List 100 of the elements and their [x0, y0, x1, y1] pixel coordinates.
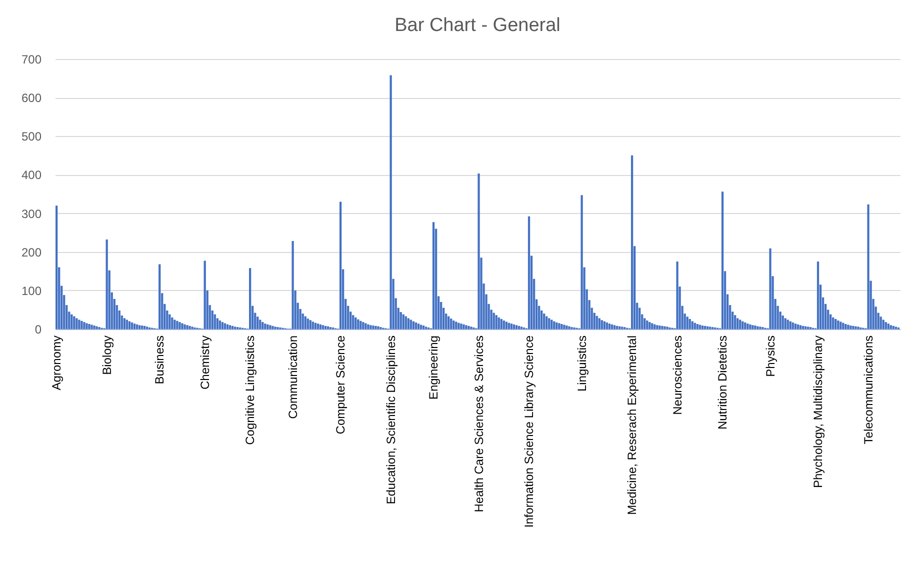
bar: [339, 202, 342, 329]
bar: [478, 174, 480, 329]
bar: [465, 325, 468, 329]
bar: [138, 325, 141, 329]
bar: [128, 321, 131, 329]
bar: [70, 314, 73, 329]
bar: [844, 324, 847, 329]
bar: [560, 324, 563, 329]
bar: [540, 310, 543, 329]
bar: [171, 317, 174, 329]
bar: [221, 322, 224, 329]
bar: [292, 241, 294, 329]
bar: [786, 320, 789, 329]
x-tick-label: Education, Scientific Disciplines: [384, 336, 398, 504]
y-tick-label: 400: [21, 168, 42, 182]
bar: [73, 316, 76, 329]
bar: [309, 320, 312, 329]
bar: [892, 326, 894, 329]
bar: [644, 318, 646, 329]
y-tick-label: 300: [21, 206, 42, 221]
bar: [460, 324, 462, 329]
bar: [498, 317, 500, 329]
bar: [249, 268, 252, 329]
bar: [880, 316, 882, 329]
bar: [322, 325, 324, 329]
bar: [550, 320, 553, 329]
bar: [796, 324, 799, 329]
bar: [505, 322, 508, 329]
bar: [568, 326, 570, 329]
y-tick-label: 600: [21, 91, 42, 106]
bar: [784, 318, 786, 329]
bar: [256, 316, 259, 329]
x-tick-label: Agronomy: [50, 336, 64, 390]
bar: [319, 324, 322, 329]
bar: [648, 322, 651, 329]
bar: [188, 326, 191, 329]
x-tick-label: Information Science Library Science: [522, 335, 536, 528]
bar: [840, 322, 842, 329]
bar: [510, 324, 512, 329]
bar: [400, 312, 402, 329]
bar: [88, 324, 90, 329]
bar: [610, 324, 614, 329]
bar: [181, 323, 184, 329]
bar: [228, 325, 232, 329]
bar: [566, 326, 568, 329]
bar: [432, 222, 435, 329]
bar: [374, 326, 377, 329]
bar: [158, 264, 161, 329]
bar: [390, 75, 392, 329]
bar: [468, 326, 470, 329]
bar: [746, 324, 749, 329]
bar: [266, 324, 269, 329]
bar: [80, 320, 83, 329]
bar: [143, 326, 146, 329]
y-tick-label: 100: [21, 284, 42, 298]
bar: [606, 322, 608, 329]
bar: [789, 321, 792, 329]
bar: [495, 315, 498, 329]
bar: [304, 316, 306, 329]
bar: [362, 322, 364, 329]
bar: [306, 318, 309, 329]
bar: [769, 248, 772, 329]
bar: [630, 155, 634, 329]
bar: [782, 316, 784, 329]
bar: [837, 320, 840, 329]
bar: [528, 216, 530, 329]
bar: [133, 324, 136, 329]
bar: [78, 320, 80, 329]
bar: [654, 324, 656, 329]
x-tick-label: Telecommunications: [861, 336, 876, 444]
bar: [734, 315, 736, 329]
bar: [404, 316, 407, 329]
bar: [452, 320, 455, 329]
bar: [882, 320, 884, 329]
bar: [518, 326, 520, 329]
y-tick-label: 0: [34, 322, 42, 336]
bar: [754, 326, 756, 329]
bar: [512, 324, 516, 329]
x-tick-label: Cognitive Linguistics: [243, 336, 258, 445]
bar: [676, 262, 678, 329]
bar: [224, 323, 226, 329]
bar: [90, 324, 93, 329]
bar: [850, 326, 852, 329]
bar: [140, 326, 144, 329]
bar: [448, 316, 450, 329]
bar: [264, 324, 266, 329]
bar: [214, 314, 216, 329]
y-tick-label: 500: [21, 130, 42, 144]
bar: [450, 318, 452, 329]
bar: [691, 321, 694, 329]
bar: [352, 315, 354, 329]
bar: [832, 317, 834, 329]
bar: [259, 320, 262, 329]
bar: [556, 322, 558, 329]
bar: [842, 322, 844, 329]
bar: [580, 195, 583, 329]
bar: [852, 326, 854, 329]
bar: [106, 240, 108, 329]
bar: [651, 323, 654, 329]
bar: [613, 325, 616, 329]
